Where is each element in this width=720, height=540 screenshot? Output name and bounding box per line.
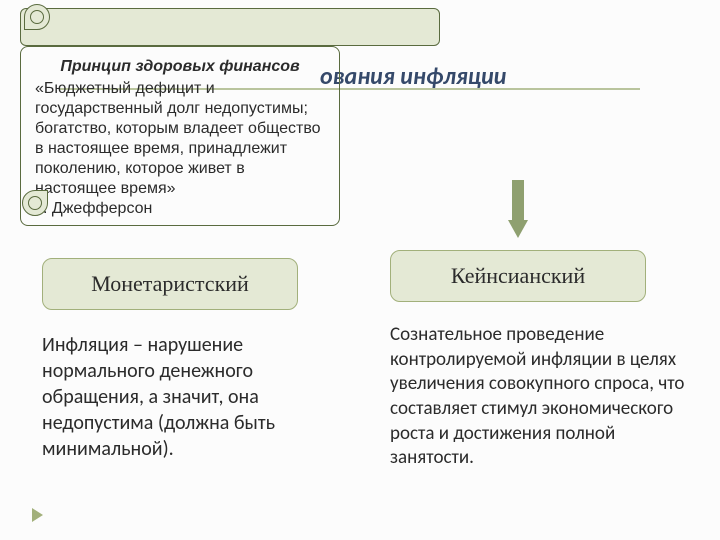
scroll-curl-inner-top bbox=[30, 10, 44, 24]
keynesian-text: Сознательное проведение контролируемой и… bbox=[390, 323, 700, 471]
slide-title-fragment: ования инфляции bbox=[320, 62, 506, 91]
principle-author: Т. Джефферсон bbox=[35, 200, 152, 217]
keynesian-chip: Кейнсианский bbox=[390, 250, 646, 302]
principle-quote: «Бюджетный дефицит и государственный дол… bbox=[35, 80, 321, 197]
scroll-curl-inner-bottom bbox=[28, 196, 42, 210]
keynesian-label: Кейнсианский bbox=[451, 263, 585, 289]
monetarist-chip: Монетаристский bbox=[42, 258, 298, 310]
arrow-down-head-icon bbox=[508, 220, 528, 238]
principle-callout: Принцип здоровых финансов «Бюджетный деф… bbox=[20, 46, 340, 226]
principle-title: Принцип здоровых финансов bbox=[35, 57, 325, 77]
arrow-down-stem bbox=[512, 180, 524, 220]
monetarist-text: Инфляция – нарушение нормального денежно… bbox=[42, 332, 342, 462]
monetarist-label: Монетаристский bbox=[91, 271, 249, 297]
corner-arrow-icon bbox=[32, 508, 43, 522]
scroll-header-deco bbox=[20, 8, 440, 46]
